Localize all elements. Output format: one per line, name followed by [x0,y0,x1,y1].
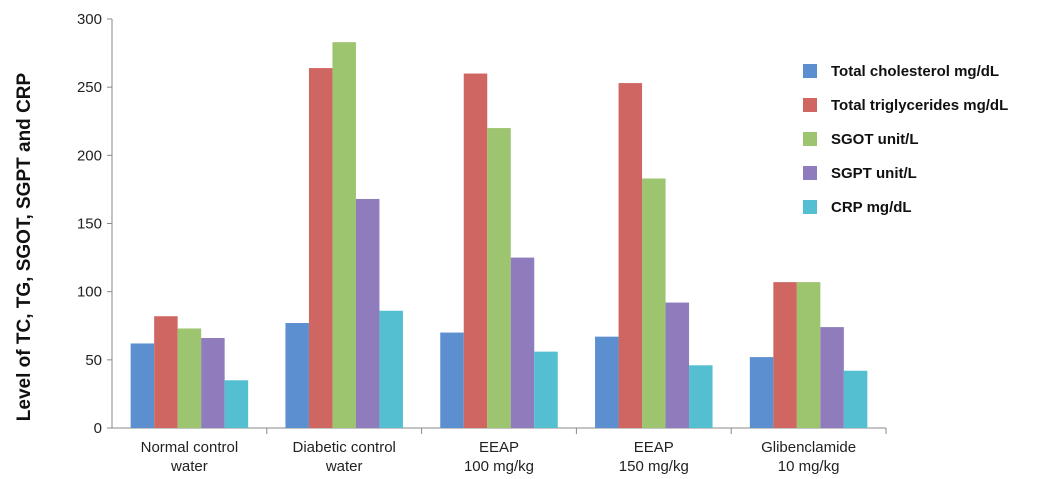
bar [642,178,666,428]
x-tick-label: 10 mg/kg [778,458,840,475]
y-tick-label: 200 [77,147,102,164]
x-tick-label: Normal control [141,439,239,456]
bar [618,83,643,429]
legend-entry: CRP mg/dL [831,199,912,216]
x-tick-label: 100 mg/kg [464,458,534,475]
bar [665,302,690,428]
bar [379,310,403,428]
bar [749,357,774,428]
legend-entry: SGOT unit/L [831,131,919,148]
x-tick-label: Diabetic control [293,439,396,456]
legend: Total cholesterol mg/dL Total triglycerid… [803,63,1008,216]
legend-swatch [803,200,817,214]
bar [224,380,249,428]
bar [440,332,464,428]
y-tick-label: 0 [94,420,102,437]
bar [130,343,155,428]
bar [510,257,535,428]
bar [820,327,844,428]
y-tick-label: 150 [77,216,102,233]
legend-entry: Total cholesterol mg/dL [831,63,999,80]
legend-entry: SGPT unit/L [831,165,917,182]
x-tick-label: Glibenclamide [761,439,856,456]
bar [843,370,868,428]
x-tick-label: water [170,458,208,475]
bar [355,198,380,428]
x-tick-label: EEAP [634,439,674,456]
bars [130,42,868,429]
y-axis-label-group: Level of TC, TG, SGOT, SGPT and CRP [14,72,35,421]
bar [177,328,202,428]
legend-entry: Total triglycerides mg/dL [831,97,1008,114]
bar [487,128,511,429]
y-tick-label: 250 [77,79,102,96]
bar [285,323,309,428]
bar [154,316,178,428]
legend-swatch [803,166,817,180]
bar [689,365,713,428]
x-tick-label: water [325,458,363,475]
bar [796,282,821,428]
bar [308,68,333,428]
bar [534,351,558,428]
bar [595,336,619,428]
x-tick-label: EEAP [479,439,519,456]
bar [773,282,797,428]
x-tick-label: 150 mg/kg [619,458,689,475]
y-tick-label: 300 [77,11,102,28]
bar [201,338,225,428]
bar [332,42,356,428]
y-tick-label: 100 [77,284,102,301]
y-axis-ticks: 0 50 100 150 200 250 300 [77,11,112,437]
legend-swatch [803,98,817,112]
legend-swatch [803,132,817,146]
bar [463,73,488,429]
y-axis-label: Level of TC, TG, SGOT, SGPT and CRP [14,72,35,421]
x-axis-labels: Normal control water Diabetic control water… [141,428,887,475]
y-tick-label: 50 [85,352,102,369]
legend-swatch [803,64,817,78]
